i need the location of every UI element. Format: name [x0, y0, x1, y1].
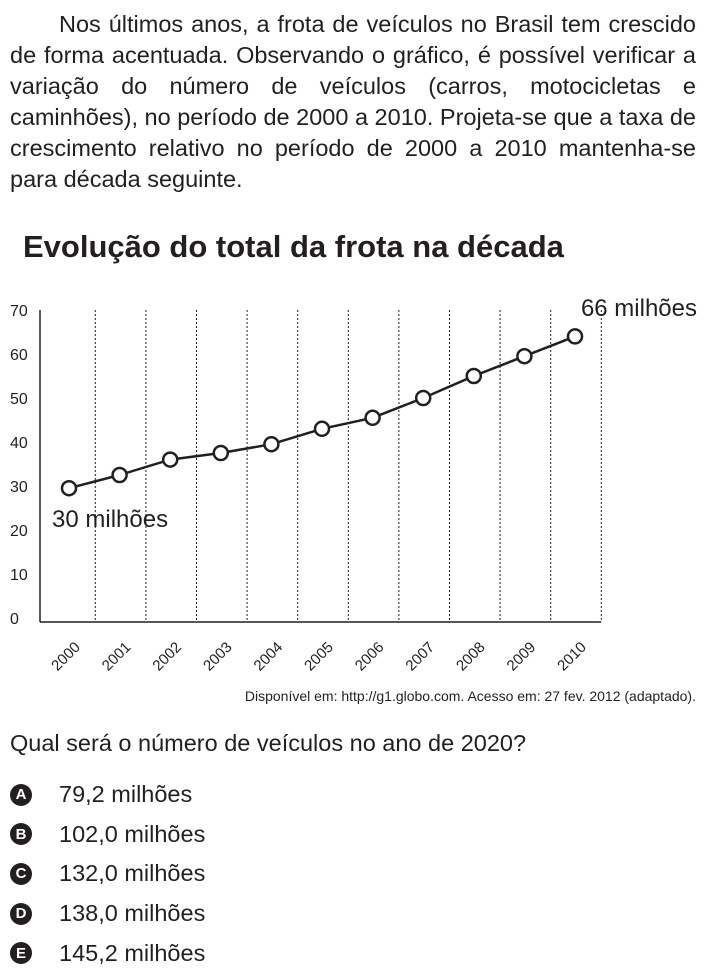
y-tick-label: 30	[10, 479, 28, 496]
x-tick-label: 2009	[504, 639, 540, 675]
x-tick-label: 2006	[352, 639, 388, 675]
x-tick-label: 2008	[453, 639, 489, 675]
data-point	[313, 420, 331, 438]
data-point	[364, 409, 381, 427]
data-point	[516, 347, 533, 365]
annotation-label: 66 milhões	[581, 295, 697, 322]
chart-title: Evolução do total da frota na década	[23, 229, 564, 264]
y-tick-label: 60	[10, 347, 28, 364]
option-a[interactable]: A 79,2 milhões	[10, 775, 205, 815]
data-point	[465, 367, 483, 385]
data-point	[263, 435, 280, 453]
x-tick-label: 2007	[402, 639, 438, 675]
x-tick-label: 2005	[301, 639, 337, 675]
x-tick-label: 2010	[554, 639, 590, 675]
source-citation: Disponível em: http://g1.globo.com. Aces…	[244, 688, 696, 704]
question-text: Qual será o número de veículos no ano de…	[10, 730, 527, 756]
y-tick-label: 40	[10, 435, 28, 452]
x-tick-label: 2003	[200, 639, 236, 675]
option-b[interactable]: B 102,0 milhões	[10, 815, 205, 855]
y-tick-label: 0	[10, 611, 19, 628]
option-d-letter-icon: D	[10, 902, 32, 925]
x-tick-label: 2000	[48, 639, 84, 675]
series-line	[68, 335, 576, 490]
option-a-text: 79,2 milhões	[59, 781, 193, 808]
y-tick-label: 50	[10, 391, 28, 408]
grid-layer	[94, 310, 602, 622]
option-c-text: 132,0 milhões	[59, 860, 206, 887]
x-tick-label: 2004	[251, 639, 287, 675]
answer-options: A 79,2 milhões B 102,0 milhões C 132,0 m…	[10, 775, 205, 973]
vehicle-fleet-line-chart: 0 10 20 30 40 50 60 70 2000 2001 2002 2003 2004 2005 2…	[10, 295, 697, 675]
series-layer	[60, 328, 584, 497]
data-point	[414, 389, 432, 407]
x-tick-label: 2001	[99, 639, 135, 675]
data-point	[566, 328, 584, 345]
intro-paragraph: Nos últimos anos, a frota de veículos no…	[10, 11, 696, 192]
option-d-text: 138,0 milhões	[59, 900, 206, 927]
option-e[interactable]: E 145,2 milhões	[10, 933, 205, 973]
annotation-label: 30 milhões	[52, 506, 168, 533]
option-c-letter-icon: C	[10, 862, 32, 885]
data-point	[161, 451, 179, 468]
option-c[interactable]: C 132,0 milhões	[10, 854, 205, 894]
label-layer: 30 milhões 66 milhões	[52, 295, 697, 533]
option-e-text: 145,2 milhões	[59, 939, 206, 966]
option-b-letter-icon: B	[10, 823, 32, 846]
data-point	[111, 466, 128, 484]
option-d[interactable]: D 138,0 milhões	[10, 894, 205, 934]
y-tick-label: 20	[10, 523, 28, 540]
data-point	[212, 444, 230, 462]
option-a-letter-icon: A	[10, 783, 32, 806]
option-b-text: 102,0 milhões	[59, 820, 206, 847]
axis-layer: 0 10 20 30 40 50 60 70 2000 2001 2002 2003 2004 2005 2…	[10, 303, 602, 675]
x-tick-label: 2002	[149, 639, 185, 675]
y-tick-label: 10	[10, 567, 28, 584]
y-tick-label: 70	[10, 303, 28, 320]
data-point	[60, 479, 78, 497]
option-e-letter-icon: E	[10, 942, 32, 965]
